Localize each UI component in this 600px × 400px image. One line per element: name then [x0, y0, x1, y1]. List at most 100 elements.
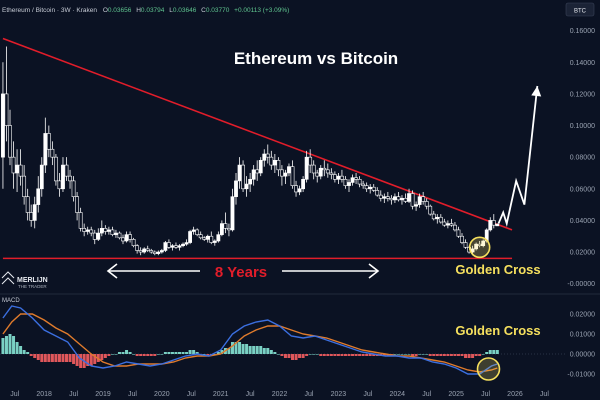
- candle-body: [350, 177, 355, 183]
- macd-hist-bar: [160, 354, 164, 355]
- candle: [138, 247, 143, 256]
- candle: [304, 150, 309, 183]
- macd-hist-bar: [404, 354, 408, 355]
- candle-body: [212, 240, 217, 243]
- descending-trendline: [2, 37, 513, 231]
- candle: [156, 250, 161, 256]
- time-tick-label: 2022: [272, 391, 288, 398]
- candle-body: [92, 232, 97, 240]
- macd-hist-bar: [393, 354, 397, 355]
- candle: [460, 233, 464, 245]
- candle-body: [237, 164, 242, 182]
- candle: [463, 239, 468, 249]
- candle: [163, 240, 168, 253]
- price-axis: 0.16000 0.14000 0.12000 0.10000 0.08000 0.060…: [567, 28, 595, 288]
- candle: [438, 214, 443, 224]
- candle-body: [428, 205, 433, 215]
- candle: [174, 242, 178, 249]
- candle: [8, 109, 12, 166]
- macd-hist-bar: [26, 352, 30, 354]
- time-tick-label: Jul: [128, 391, 137, 398]
- macd-hist-bar: [411, 354, 415, 356]
- macd-hist-bar: [47, 354, 51, 362]
- macd-hist-bar: [481, 354, 485, 355]
- candle-body: [332, 174, 337, 180]
- candle-body: [290, 166, 295, 186]
- candle-body: [142, 248, 147, 253]
- candle-body: [414, 204, 418, 207]
- candle: [142, 247, 147, 254]
- candle: [68, 169, 72, 189]
- candle-body: [477, 243, 482, 247]
- o-label: O: [103, 7, 108, 14]
- candle: [283, 169, 288, 185]
- candle: [4, 46, 9, 142]
- time-tick-label: Jul: [246, 391, 255, 398]
- merlijn-logo: MERLIJN THE TRADER: [1, 271, 48, 289]
- candle-body: [311, 164, 316, 174]
- currency-badge[interactable]: BTC: [565, 2, 595, 17]
- candle-body: [241, 164, 245, 190]
- candle: [227, 223, 231, 237]
- candle: [167, 239, 171, 249]
- candle: [188, 229, 192, 245]
- candle-body: [68, 175, 72, 182]
- macd-hist-bar: [319, 354, 323, 356]
- arrow-right-head: [368, 263, 380, 279]
- time-tick-label: Jul: [10, 391, 19, 398]
- macd-hist-bar: [12, 336, 16, 354]
- candle-body: [385, 196, 390, 199]
- candle: [54, 154, 58, 186]
- candle: [78, 207, 83, 232]
- badge-box: [565, 2, 595, 17]
- candle: [82, 223, 87, 237]
- macd-hist-bar: [110, 354, 114, 355]
- candle: [237, 157, 242, 189]
- time-tick-label: Jul: [305, 391, 314, 398]
- candle: [435, 214, 440, 224]
- candle-body: [121, 237, 125, 242]
- candle-body: [382, 196, 387, 199]
- candle: [22, 165, 27, 205]
- candle-body: [145, 248, 150, 251]
- macd-hist-bar: [33, 354, 37, 358]
- price-tick-label: -0.00000: [567, 281, 595, 288]
- candle: [121, 234, 125, 245]
- candle-body: [4, 93, 9, 126]
- candle-body: [357, 179, 362, 185]
- candle-body: [294, 185, 298, 193]
- candle: [36, 176, 41, 213]
- candle-body: [308, 156, 313, 166]
- candle-body: [174, 245, 178, 248]
- c-value: 0.03770: [206, 7, 230, 14]
- candle: [114, 229, 118, 238]
- candle-body: [103, 228, 108, 232]
- eight-years-arrow: 8 Years: [106, 263, 380, 281]
- candle: [75, 191, 79, 221]
- macd-hist-bar: [269, 350, 273, 354]
- candle-body: [167, 242, 171, 248]
- time-tick-label: 2026: [507, 391, 523, 398]
- macd-hist-bar: [68, 354, 72, 362]
- macd-hist-bar: [407, 354, 411, 355]
- macd-hist-bar: [449, 354, 453, 356]
- candle: [424, 198, 429, 210]
- candle: [290, 160, 295, 189]
- candle: [32, 196, 37, 229]
- macd-hist-bar: [29, 354, 33, 356]
- macd-hist-bar: [368, 354, 372, 356]
- candle: [393, 193, 397, 204]
- candle-body: [110, 229, 115, 235]
- macd-hist-bar: [361, 354, 365, 356]
- macd-hist-bar: [93, 354, 97, 364]
- candle: [389, 195, 394, 205]
- candle: [495, 223, 500, 227]
- candle-body: [347, 182, 351, 186]
- macd-hist-bar: [40, 354, 44, 362]
- macd-hist-bar: [488, 350, 492, 354]
- candle: [177, 244, 182, 251]
- macd-hist-bar: [185, 352, 189, 354]
- macd-hist-bar: [43, 354, 47, 362]
- candle-body: [269, 156, 274, 166]
- macd-hist-bar: [121, 352, 125, 354]
